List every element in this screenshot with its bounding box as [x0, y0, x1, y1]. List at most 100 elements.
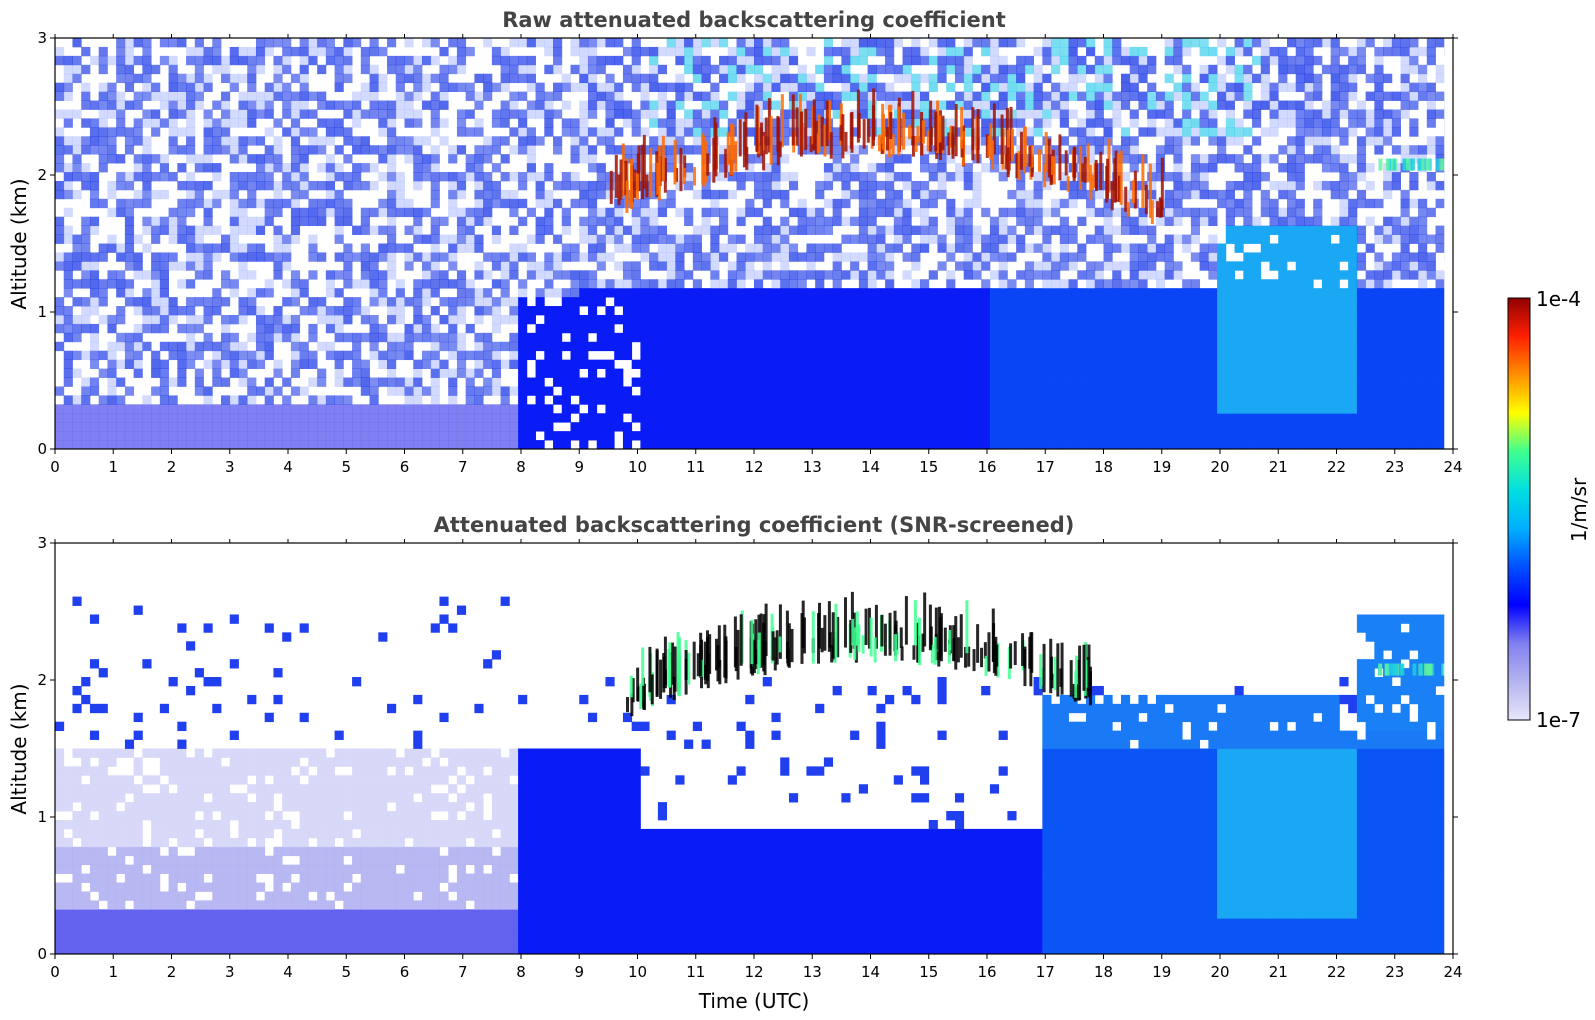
heatmap-cell	[1103, 252, 1113, 262]
heatmap-cell	[63, 288, 73, 298]
heatmap-cell	[1164, 109, 1174, 119]
heatmap-cell	[823, 404, 834, 414]
heatmap-cell	[1086, 46, 1096, 57]
heatmap-cell	[518, 118, 528, 128]
heatmap-cell	[719, 189, 729, 200]
heatmap-cell	[544, 404, 554, 414]
heatmap-cell	[745, 91, 755, 101]
heatmap-cell	[1199, 109, 1209, 119]
heatmap-cell	[815, 386, 825, 396]
heatmap-cell	[1295, 127, 1305, 137]
heatmap-cell	[885, 368, 895, 378]
heatmap-cell	[317, 404, 327, 414]
heatmap-cell	[360, 368, 370, 378]
heatmap-cell	[1278, 189, 1288, 200]
heatmap-cell	[194, 234, 204, 244]
heatmap-cell	[736, 368, 746, 378]
heatmap-cell	[989, 163, 1000, 173]
heatmap-cell	[203, 252, 213, 262]
heatmap-cell	[194, 100, 204, 110]
heatmap-cell	[343, 207, 353, 218]
heatmap-cell	[1155, 216, 1166, 227]
heatmap-cell	[1278, 323, 1288, 334]
heatmap-cell	[867, 189, 877, 200]
heatmap-cell	[579, 127, 589, 137]
heatmap-cell	[736, 100, 746, 110]
heatmap-cell	[1051, 440, 1061, 450]
heatmap-cell	[212, 172, 222, 182]
heatmap-cell	[1278, 46, 1288, 57]
heatmap-cell	[177, 431, 187, 441]
heatmap-cell	[509, 413, 519, 423]
heatmap-cell	[614, 314, 624, 325]
heatmap-cell	[727, 395, 737, 405]
heatmap-cell	[343, 350, 353, 361]
heatmap-cell	[1278, 395, 1288, 405]
heatmap-cell	[273, 368, 283, 378]
heatmap-cell	[1295, 413, 1305, 423]
heatmap-cell	[509, 261, 519, 271]
heatmap-cell	[649, 314, 659, 325]
heatmap-cell	[387, 306, 397, 316]
heatmap-cell	[885, 332, 895, 343]
heatmap-cell	[317, 431, 327, 441]
heatmap-cell	[893, 297, 903, 307]
heatmap-cell	[780, 270, 790, 280]
heatmap-cell	[675, 440, 685, 450]
heatmap-cell	[867, 82, 877, 92]
heatmap-cell	[387, 332, 397, 343]
heatmap-cell	[544, 172, 554, 182]
heatmap-cell	[1138, 225, 1148, 235]
heatmap-cell	[483, 189, 493, 200]
heatmap-cell	[430, 172, 440, 182]
heatmap-cell	[221, 395, 231, 405]
heatmap-cell	[701, 440, 711, 450]
heatmap-cell	[928, 350, 938, 361]
heatmap-cell	[1295, 234, 1305, 244]
heatmap-cell	[133, 270, 143, 280]
heatmap-cell	[1086, 64, 1096, 75]
heatmap-cell	[299, 163, 309, 173]
heatmap-cell	[1164, 350, 1174, 361]
heatmap-cell	[745, 288, 755, 298]
heatmap-cell	[622, 422, 633, 432]
heatmap-cell	[221, 73, 231, 84]
heatmap-cell	[780, 332, 790, 343]
heatmap-cell	[666, 154, 676, 164]
heatmap-cell	[1147, 377, 1157, 387]
heatmap-cell	[797, 413, 807, 423]
heatmap-cell	[1024, 314, 1034, 325]
heatmap-cell	[544, 332, 554, 343]
heatmap-cell	[1225, 46, 1235, 57]
heatmap-cell	[1199, 46, 1209, 57]
heatmap-cell	[1138, 368, 1148, 378]
heatmap-cell	[72, 422, 82, 432]
heatmap-cell	[736, 91, 746, 101]
heatmap-cell	[1208, 288, 1218, 298]
heatmap-cell	[1138, 297, 1148, 307]
heatmap-cell	[456, 216, 467, 227]
heatmap-cell	[430, 413, 440, 423]
heatmap-cell	[587, 243, 598, 253]
heatmap-cell	[553, 323, 563, 334]
heatmap-cell	[1016, 359, 1026, 369]
heatmap-cell	[701, 207, 711, 218]
heatmap-cell	[561, 359, 571, 369]
heatmap-cell	[806, 127, 816, 137]
heatmap-cell	[596, 100, 606, 110]
heatmap-cell	[98, 279, 108, 289]
heatmap-cell	[710, 341, 720, 352]
heatmap-cell	[159, 91, 169, 101]
heatmap-cell	[430, 55, 440, 66]
heatmap-cell	[264, 154, 274, 164]
heatmap-cell	[771, 350, 781, 361]
heatmap-cell	[81, 270, 91, 280]
heatmap-cell	[745, 368, 755, 378]
heatmap-cell	[1173, 38, 1183, 48]
heatmap-cell	[1112, 261, 1122, 271]
heatmap-cell	[885, 306, 895, 316]
heatmap-cell	[771, 288, 781, 298]
heatmap-cell	[308, 180, 318, 191]
heatmap-cell	[684, 386, 694, 396]
heatmap-cell	[1042, 55, 1052, 66]
